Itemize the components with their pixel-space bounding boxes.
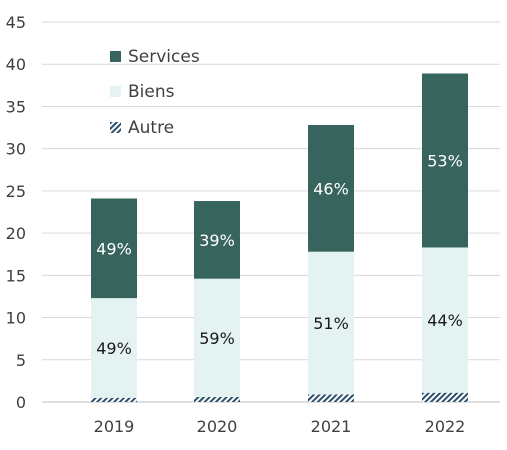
bar-segment-autre [91,397,137,402]
data-label-biens: 59% [199,329,235,348]
x-tick-label: 2022 [425,417,466,436]
y-tick-label: 20 [6,224,26,243]
legend: Services Biens Autre [110,47,200,138]
data-label-services: 46% [313,179,349,198]
segment-labels: 49% 49% 59% 39% 51% 46% 44% 53% [96,151,463,357]
legend-label-biens: Biens [128,82,175,102]
data-label-services: 39% [199,231,235,250]
y-tick-label: 0 [16,393,26,412]
x-axis-ticks: 2019 2020 2021 2022 [94,417,466,436]
x-tick-label: 2020 [197,417,238,436]
bar-segment-autre [422,392,468,402]
data-label-services: 49% [96,239,132,258]
legend-swatch-services [110,51,121,62]
bar-segment-services [194,201,240,279]
data-label-biens: 51% [313,314,349,333]
bar-segment-biens [194,278,240,397]
legend-swatch-autre [110,122,121,133]
y-tick-label: 5 [16,351,26,370]
bar-segment-biens [91,298,137,398]
y-tick-label: 45 [6,13,26,32]
x-tick-label: 2019 [94,417,135,436]
bar-segment-autre [308,394,354,402]
legend-swatch-biens [110,86,121,97]
bar-segment-services [308,125,354,252]
y-tick-label: 40 [6,55,26,74]
y-tick-label: 30 [6,140,26,159]
y-tick-label: 35 [6,97,26,116]
bar-segment-services [91,198,137,299]
legend-label-autre: Autre [128,118,174,138]
y-axis-ticks: 0 5 10 15 20 25 30 35 40 45 [6,13,26,412]
x-tick-label: 2021 [311,417,352,436]
bar-segment-biens [422,247,468,393]
bar-segment-biens [308,251,354,395]
data-label-biens: 49% [96,339,132,358]
y-tick-label: 10 [6,309,26,328]
data-label-biens: 44% [427,311,463,330]
data-label-services: 53% [427,151,463,170]
bar-segment-services [422,73,468,248]
legend-label-services: Services [128,47,200,67]
bar-segment-autre [194,396,240,402]
bars [91,73,468,402]
y-tick-label: 25 [6,182,26,201]
y-tick-label: 15 [6,266,26,285]
